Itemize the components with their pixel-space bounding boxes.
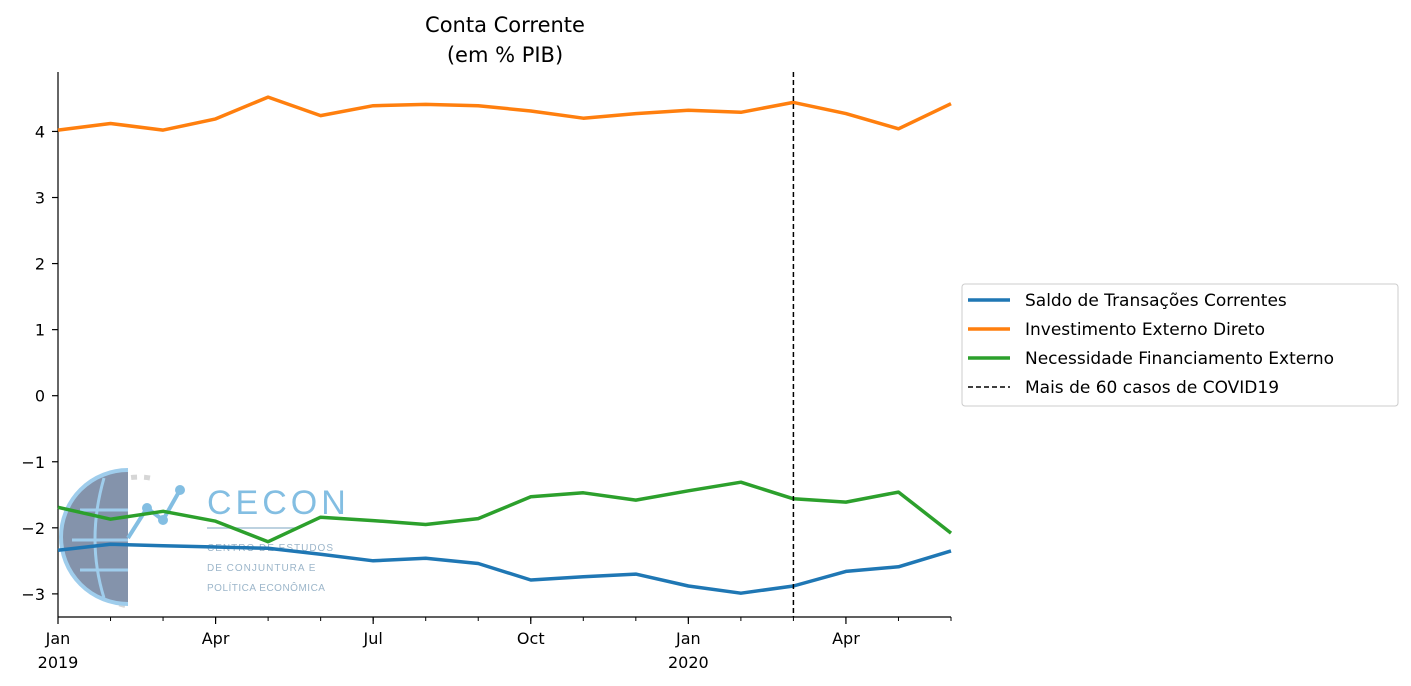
y-tick-label: 1 xyxy=(35,321,45,340)
chart-title-line-1: Conta Corrente xyxy=(425,13,585,37)
plot-area: −3 −2 −1 0 1 2 3 4 Jan 2019 Apr Jul Oct Jan 2020 Apr xyxy=(21,72,953,672)
legend-label-2: Investimento Externo Direto xyxy=(1025,320,1265,340)
x-tick-label: Jan xyxy=(45,629,71,648)
y-tick-label: 3 xyxy=(35,189,45,208)
y-tick-label: −2 xyxy=(21,519,45,538)
legend-label-1: Saldo de Transações Correntes xyxy=(1025,291,1287,311)
x-tick-year-label: 2020 xyxy=(668,653,709,672)
x-tick-label: Oct xyxy=(517,629,545,648)
cecon-logo-watermark: CECON CENTRO DE ESTUDOS DE CONJUNTURA E … xyxy=(59,468,346,609)
legend-box xyxy=(961,283,1399,407)
legend-label-3: Necessidade Financiamento Externo xyxy=(1025,349,1334,369)
y-tick-label: 0 xyxy=(35,387,45,406)
legend: Saldo de Transações Correntes Investiment… xyxy=(961,283,1399,407)
x-tick-label: Apr xyxy=(832,629,860,648)
y-tick-label: −1 xyxy=(21,453,45,472)
x-tick-label: Jan xyxy=(675,629,701,648)
x-tick-label: Apr xyxy=(202,629,230,648)
x-tick-label: Jul xyxy=(363,629,383,648)
series-line-1 xyxy=(57,542,952,595)
legend-label-4: Mais de 60 casos de COVID19 xyxy=(1025,378,1279,398)
series-line-3 xyxy=(57,480,953,544)
series-line-2 xyxy=(57,95,952,132)
chart-title-line-2: (em % PIB) xyxy=(447,43,563,67)
y-tick-label: −3 xyxy=(21,585,45,604)
y-tick-label: 4 xyxy=(35,122,45,141)
logo-tagline-3: POLÍTICA ECONÔMICA xyxy=(207,581,325,594)
logo-tagline-2: DE CONJUNTURA E xyxy=(207,563,316,574)
x-tick-year-label: 2019 xyxy=(38,653,79,672)
y-tick-label: 2 xyxy=(35,255,45,274)
